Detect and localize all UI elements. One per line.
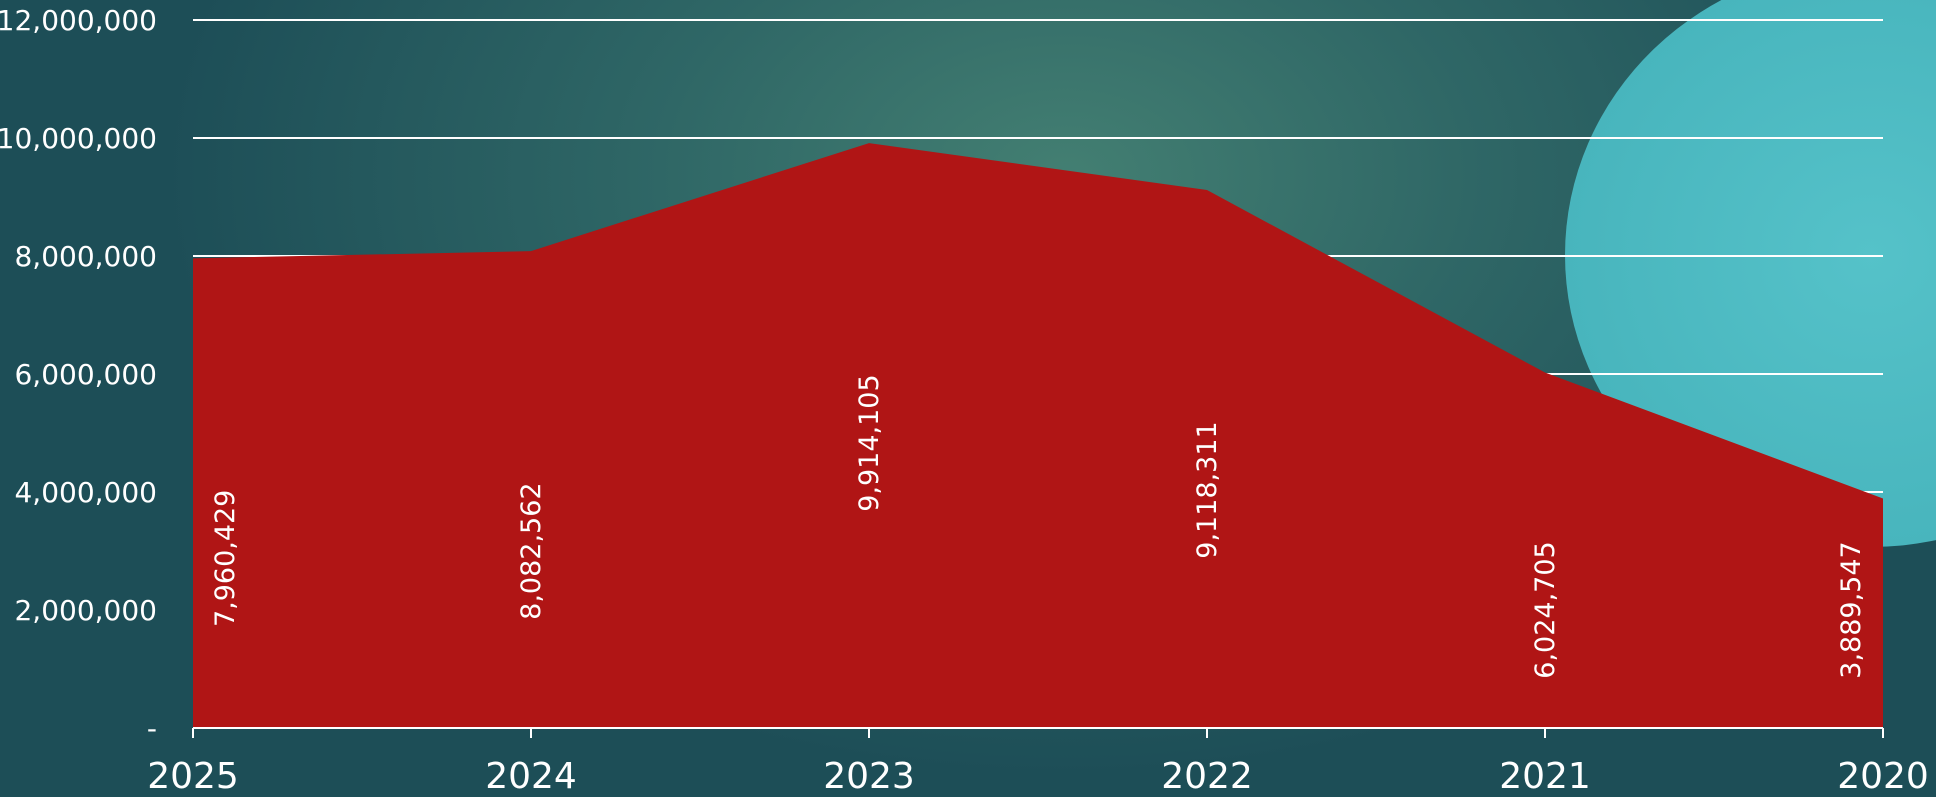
data-label: 8,082,562	[516, 482, 547, 619]
data-label: 9,118,311	[1192, 421, 1223, 558]
y-tick-label: 10,000,000	[0, 122, 157, 155]
data-label: 6,024,705	[1530, 541, 1561, 678]
data-label: 3,889,547	[1836, 541, 1867, 678]
y-tick-label: 12,000,000	[0, 4, 157, 37]
area-series	[193, 143, 1883, 728]
x-tick-label: 2023	[823, 756, 915, 797]
y-tick-label: 2,000,000	[14, 594, 157, 627]
y-tick-label: 4,000,000	[14, 476, 157, 509]
x-tick-label: 2022	[1161, 756, 1253, 797]
x-tick-label: 2024	[485, 756, 577, 797]
y-tick-labels: - 2,000,000 4,000,000 6,000,000 8,000,000 10,…	[0, 4, 157, 745]
y-tick-label: 6,000,000	[14, 358, 157, 391]
x-tick-label: 2021	[1499, 756, 1591, 797]
data-label: 9,914,105	[854, 374, 885, 511]
area-fill	[193, 143, 1883, 728]
x-tick-label: 2020	[1837, 756, 1929, 797]
y-tick-label: 8,000,000	[14, 240, 157, 273]
axes	[192, 727, 1884, 738]
data-label: 7,960,429	[210, 490, 241, 627]
data-labels: 7,960,429 8,082,562 9,914,105 9,118,311 6,02…	[210, 374, 1867, 678]
decorative-circle	[1565, 0, 1936, 547]
x-tick-labels: 2025 2024 2023 2022 2021 2020	[147, 756, 1929, 797]
y-tick-label: -	[147, 712, 157, 745]
x-tick-label: 2025	[147, 756, 239, 797]
